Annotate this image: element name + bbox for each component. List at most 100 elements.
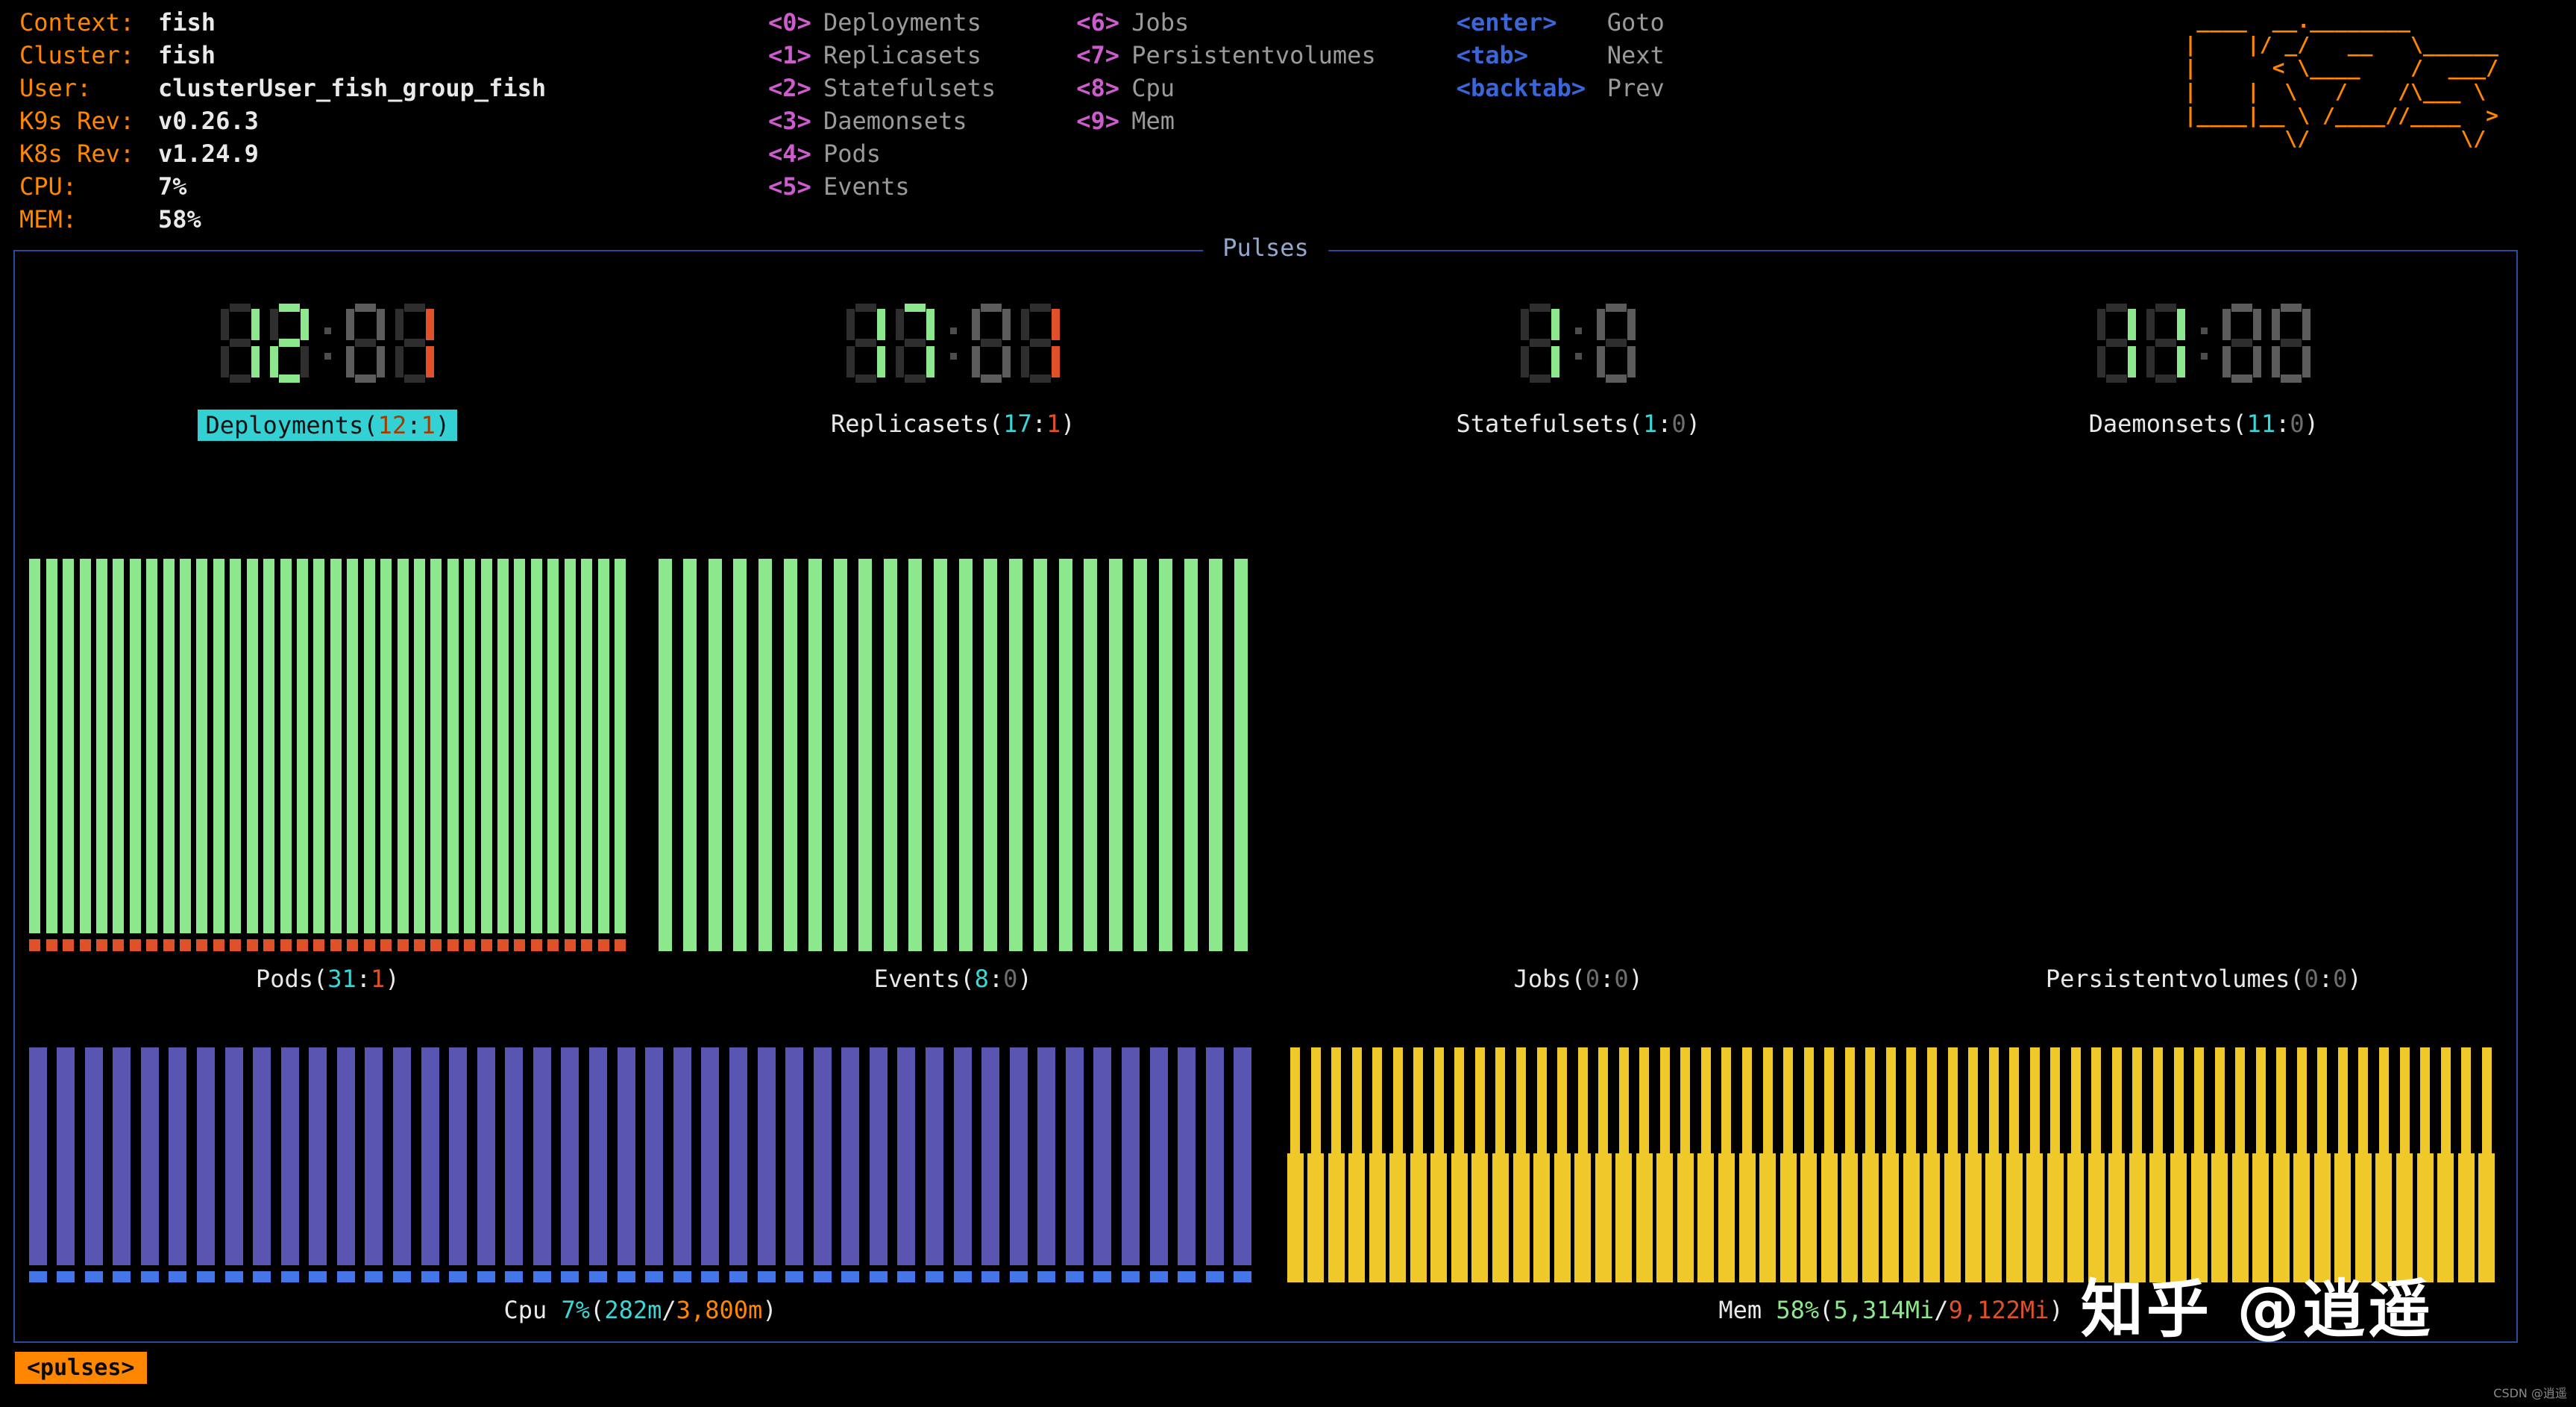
bar-top [2296,1047,2307,1153]
label-part: Deployments( [205,411,378,439]
menu-item-goto[interactable]: <enter> Goto [1457,6,1665,39]
segment [2105,375,2127,383]
bar-top [2111,1047,2122,1153]
menu-item-replicasets[interactable]: <1> Replicasets [768,39,996,72]
bar [1209,559,1223,951]
bar-bottom [1287,1153,1304,1282]
menu-item-cpu[interactable]: <8> Cpu [1076,72,1376,104]
bar-fill [196,1047,215,1265]
bar-bottom [1882,1153,1900,1282]
bar-error-cap [95,939,107,951]
menu-item-prev[interactable]: <backtab> Prev [1457,72,1665,104]
bar-cap [365,1271,383,1282]
bar [1149,1047,1168,1282]
bar-top [1392,1047,1403,1153]
bar-top [1536,1047,1547,1153]
bar-bottom [2170,1153,2187,1282]
segment [279,375,301,383]
hotkey: <3> [768,107,811,135]
digit-1 [2096,304,2136,383]
bar [2005,1047,2023,1282]
bar-bottom [1985,1153,2002,1282]
bar-fill [1205,1047,1224,1265]
bar-fill [883,559,897,951]
bar-fill [1149,1047,1168,1265]
colon [1570,304,1586,383]
bar [1184,559,1198,951]
bar-fill [1008,559,1022,951]
bar-top [1577,1047,1588,1153]
segment [1551,309,1560,340]
pulses-crumb[interactable]: <pulses> [15,1352,147,1384]
bar [1964,1047,1982,1282]
bar [2416,1047,2434,1282]
menu-item-persistentvolumes[interactable]: <7> Persistentvolumes [1076,39,1376,72]
bar-error-cap [29,939,41,951]
bar [2190,1047,2208,1282]
bar-cap [673,1271,691,1282]
seven-seg-display [2096,304,2310,383]
menu-item-events[interactable]: <5> Events [768,170,996,203]
bar-top [1454,1047,1465,1153]
info-label: CPU: [19,172,78,201]
bar-fill [1159,559,1172,951]
bar-fill [729,1047,747,1265]
bar-top [1618,1047,1629,1153]
bar [1430,1047,1448,1282]
bar [1037,1047,1056,1282]
bar-cap [897,1271,916,1282]
bar-fill [309,1047,327,1265]
bar-top [1947,1047,1958,1153]
segment [2176,346,2185,377]
bar-bottom [1430,1153,1448,1282]
menu-item-mem[interactable]: <9> Mem [1076,104,1376,137]
menu-item-next[interactable]: <tab> Next [1457,39,1665,72]
menu-item-pods[interactable]: <4> Pods [768,137,996,170]
bar-bottom [1348,1153,1366,1282]
bar-cap [393,1271,412,1282]
bar [280,1047,299,1282]
gauge-daemonsets[interactable]: Daemonsets(11:0) [1891,304,2517,441]
menu-label: Events [823,172,910,201]
chart-jobs [1284,559,1873,951]
bar [1923,1047,1941,1282]
menu-item-jobs[interactable]: <6> Jobs [1076,6,1376,39]
bar [347,559,359,951]
bar [1841,1047,1859,1282]
bar [447,559,459,951]
menu-item-daemonsets[interactable]: <3> Daemonsets [768,104,996,137]
chart-pods [29,559,626,951]
menu-item-deployments[interactable]: <0> Deployments [768,6,996,39]
bar-cap [645,1271,664,1282]
bar [129,559,141,951]
gauge-deployments[interactable]: Deployments(12:1) [15,304,641,441]
bar [757,1047,776,1282]
bar [246,559,258,951]
seven-seg-display [1521,304,1636,383]
bar [708,559,722,951]
label-part: / [1934,1296,1949,1324]
label-part: Cpu [503,1296,562,1324]
menu-item-statefulsets[interactable]: <2> Statefulsets [768,72,996,104]
bar-fill [1058,559,1072,951]
bar-fill [981,1047,1000,1265]
bar-top [1598,1047,1609,1153]
bar-bottom [1574,1153,1592,1282]
gauge-replicasets[interactable]: Replicasets(17:1) [641,304,1266,441]
bar-top [2194,1047,2205,1153]
bar-error-cap [413,939,425,951]
segment [2231,339,2252,347]
bar [564,559,576,951]
bar-top [1885,1047,1896,1153]
segment [1530,339,1551,347]
segment [279,304,301,312]
info-label: Context: [19,8,135,37]
bar [1882,1047,1900,1282]
bar-fill [757,1047,776,1265]
bar-cap [981,1271,1000,1282]
segment [2252,346,2261,377]
bar [2231,1047,2249,1282]
seven-seg-display [221,304,435,383]
segment [1521,309,1530,340]
gauge-statefulsets[interactable]: Statefulsets(1:0) [1266,304,1891,441]
